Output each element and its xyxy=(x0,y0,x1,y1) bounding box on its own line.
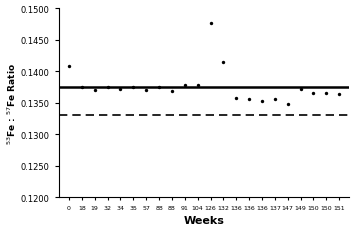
Point xyxy=(156,86,162,89)
Y-axis label: $^{53}$Fe : $^{57}$Fe Ratio: $^{53}$Fe : $^{57}$Fe Ratio xyxy=(6,62,18,144)
Point xyxy=(246,98,252,102)
Point xyxy=(182,84,188,88)
Point xyxy=(234,96,239,100)
Point xyxy=(311,92,316,96)
Point xyxy=(285,103,290,106)
Point xyxy=(169,90,175,94)
Point xyxy=(220,61,226,64)
Point xyxy=(66,65,72,69)
Point xyxy=(259,100,265,103)
Point xyxy=(298,88,304,91)
Point xyxy=(208,22,213,25)
Point xyxy=(195,84,201,88)
Point xyxy=(118,88,123,91)
Point xyxy=(323,92,329,96)
Point xyxy=(105,86,110,89)
Point xyxy=(272,98,278,102)
X-axis label: Weeks: Weeks xyxy=(184,216,225,225)
Point xyxy=(131,86,136,89)
Point xyxy=(143,89,149,92)
Point xyxy=(336,93,342,97)
Point xyxy=(79,86,85,89)
Point xyxy=(92,89,98,92)
